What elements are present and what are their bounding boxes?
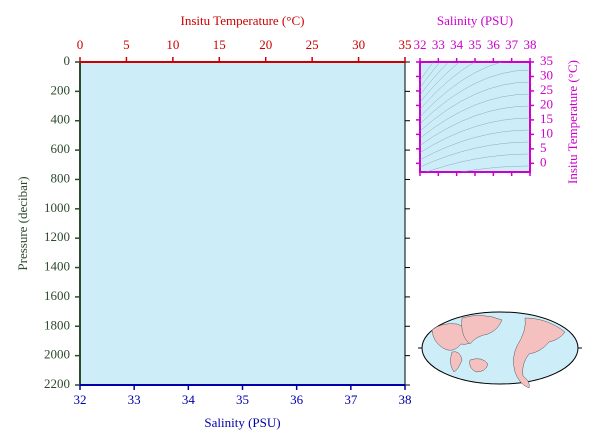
x-tick-label: 38 xyxy=(399,392,412,407)
x-axis-label: Salinity (PSU) xyxy=(437,13,513,28)
x2-tick-label: 30 xyxy=(352,37,365,52)
density-contour xyxy=(420,129,530,160)
y-tick-label: 1000 xyxy=(44,200,70,215)
y-tick-label: 2000 xyxy=(44,347,70,362)
plot-area xyxy=(419,61,531,173)
y-tick-label: 200 xyxy=(51,82,71,97)
y-tick-label: 0 xyxy=(540,154,547,169)
x2-tick-label: 35 xyxy=(399,37,412,52)
density-contour xyxy=(420,105,530,146)
x-tick-label: 37 xyxy=(344,392,358,407)
density-contour xyxy=(420,62,434,81)
y-tick-label: 25 xyxy=(540,82,553,97)
y-tick-label: 1800 xyxy=(44,317,70,332)
y-tick-label: 600 xyxy=(51,141,71,156)
y-axis-label: Insitu Temperature (°C) xyxy=(565,60,580,184)
x-tick-label: 33 xyxy=(432,37,445,52)
x-tick-label: 37 xyxy=(505,37,519,52)
y-tick-label: 400 xyxy=(51,112,71,127)
density-contour xyxy=(420,62,476,110)
y-tick-label: 0 xyxy=(64,53,71,68)
density-contour xyxy=(425,153,530,172)
density-contour xyxy=(420,81,530,132)
y-tick-label: 5 xyxy=(540,140,547,155)
density-contour xyxy=(460,165,530,172)
world-map xyxy=(418,311,582,389)
y-tick-label: 10 xyxy=(540,125,553,140)
y-tick-label: 35 xyxy=(540,53,553,68)
y-tick-label: 1400 xyxy=(44,259,70,274)
density-contour xyxy=(420,178,530,189)
density-contour xyxy=(420,141,530,168)
x-tick-label: 35 xyxy=(469,37,482,52)
y-tick-label: 30 xyxy=(540,67,553,82)
y-tick-label: 2200 xyxy=(44,376,70,391)
x2-tick-label: 5 xyxy=(123,37,130,52)
y-tick-label: 800 xyxy=(51,170,71,185)
x2-axis-label: Insitu Temperature (°C) xyxy=(181,13,305,28)
y-tick-label: 1200 xyxy=(44,229,70,244)
x-axis-label: Salinity (PSU) xyxy=(204,415,280,430)
density-contour xyxy=(420,69,530,124)
y-tick-label: 15 xyxy=(540,111,553,126)
density-contour xyxy=(420,62,460,103)
x-tick-label: 33 xyxy=(128,392,141,407)
x-tick-label: 34 xyxy=(450,37,464,52)
density-contour xyxy=(420,62,441,88)
density-contour xyxy=(420,62,503,117)
y-axis-label: Pressure (decibar) xyxy=(15,176,30,270)
plot-area xyxy=(79,61,406,386)
x-tick-label: 36 xyxy=(487,37,501,52)
density-contour xyxy=(420,93,530,139)
y-tick-label: 1600 xyxy=(44,288,70,303)
x-tick-label: 34 xyxy=(182,392,196,407)
x2-tick-label: 0 xyxy=(77,37,84,52)
x-tick-label: 35 xyxy=(236,392,249,407)
density-contour xyxy=(420,202,530,203)
x-tick-label: 38 xyxy=(524,37,537,52)
x2-tick-label: 10 xyxy=(166,37,179,52)
x2-tick-label: 20 xyxy=(259,37,272,52)
x-tick-label: 32 xyxy=(74,392,87,407)
density-contour xyxy=(420,62,449,96)
x2-tick-label: 25 xyxy=(306,37,319,52)
density-contour xyxy=(420,190,530,196)
density-contour xyxy=(420,117,530,153)
x2-tick-label: 15 xyxy=(213,37,226,52)
x-tick-label: 36 xyxy=(290,392,304,407)
x-tick-label: 32 xyxy=(414,37,427,52)
y-tick-label: 20 xyxy=(540,96,553,111)
